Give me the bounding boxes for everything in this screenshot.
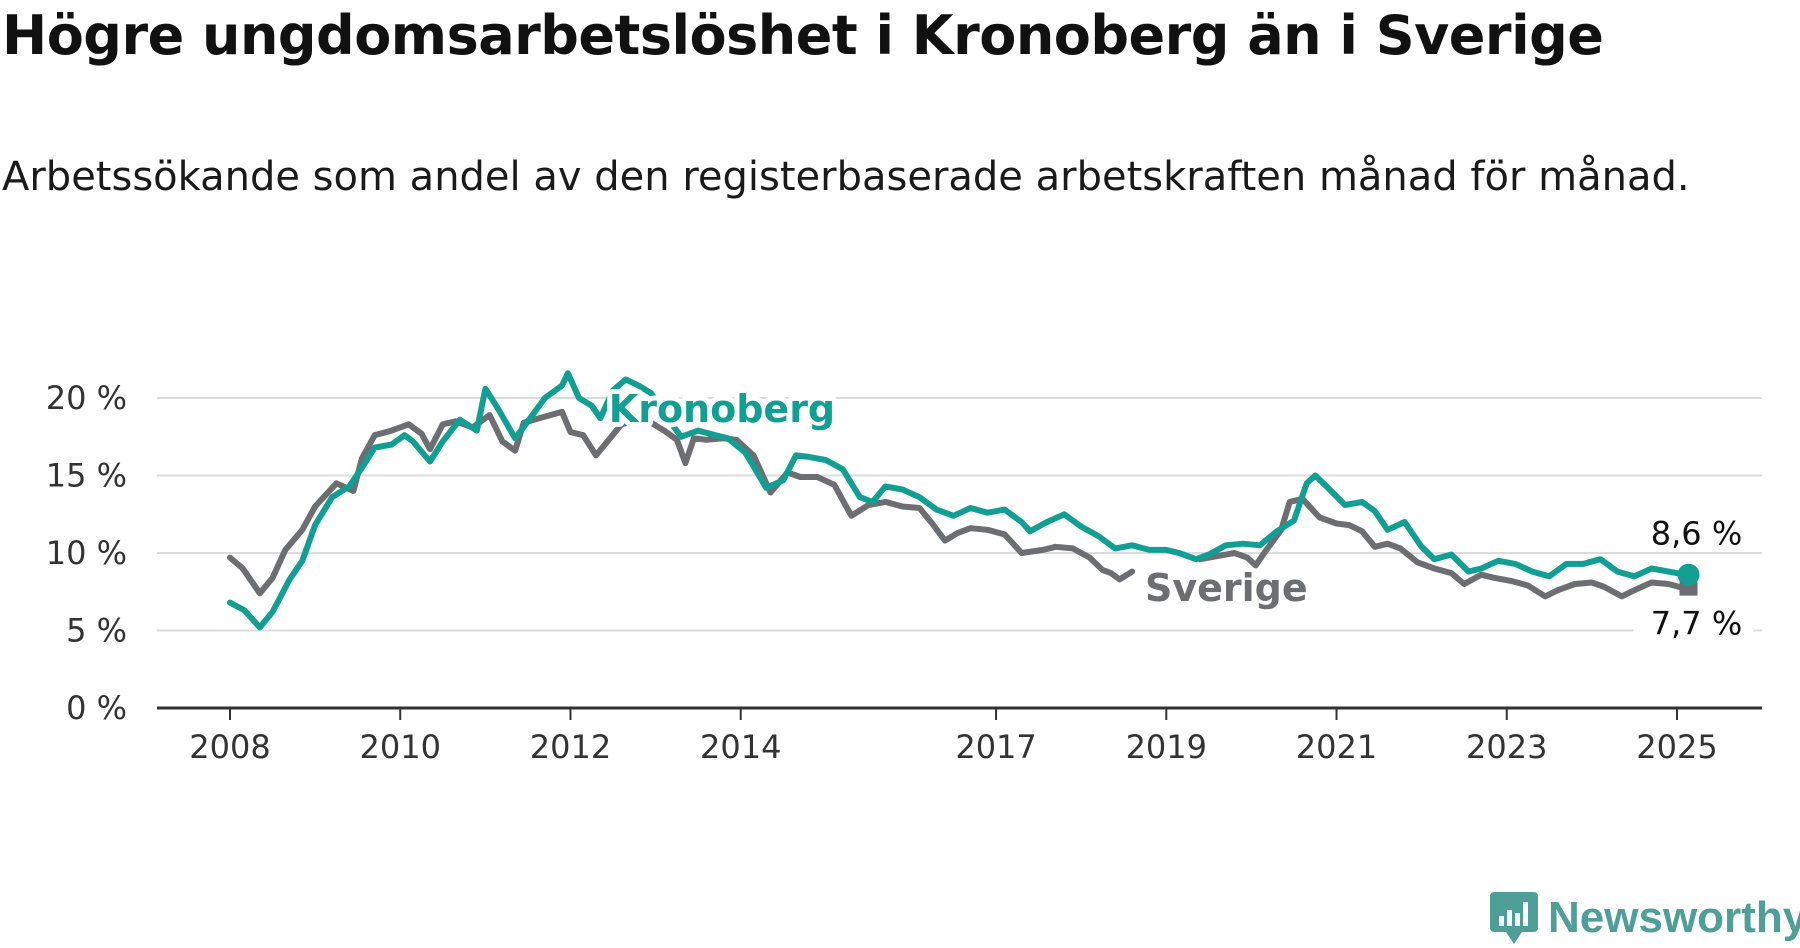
chart-title: Högre ungdomsarbetslöshet i Kronoberg än… [2,4,1604,67]
y-tick-label: 0 % [66,689,127,727]
x-tick-label: 2021 [1296,728,1377,766]
series-line-sverige [227,408,1689,600]
x-tick-label: 2019 [1126,728,1207,766]
y-tick-label: 15 % [46,457,127,495]
end-label-kronoberg: 8,6 % [1651,515,1742,553]
x-tick-label: 2012 [530,728,611,766]
chart-subtitle: Arbetssökande som andel av den registerb… [2,154,1690,200]
x-tick-label: 2025 [1636,728,1717,766]
y-tick-label: 10 % [46,534,127,572]
newsworthy-logo: Newsworthy [1490,888,1800,948]
x-tick-label: 2008 [189,728,270,766]
series-line-kronoberg [227,370,1689,631]
chart-bubble-icon [1490,892,1538,944]
x-tick-label: 2014 [700,728,781,766]
logo-text: Newsworthy [1548,893,1800,942]
x-tick-label: 2023 [1466,728,1547,766]
y-tick-label: 20 % [46,379,127,417]
end-label-bg [1633,602,1754,643]
x-tick-label: 2017 [955,728,1036,766]
end-label-sverige: 7,7 % [1651,605,1742,643]
series-label-kronoberg: Kronoberg [609,387,835,431]
end-marker-kronoberg [1677,563,1700,586]
series-label-sverige: Sverige [1145,566,1308,610]
end-marker-sverige [1679,581,1698,596]
y-tick-label: 5 % [66,612,127,650]
x-tick-label: 2010 [360,728,441,766]
